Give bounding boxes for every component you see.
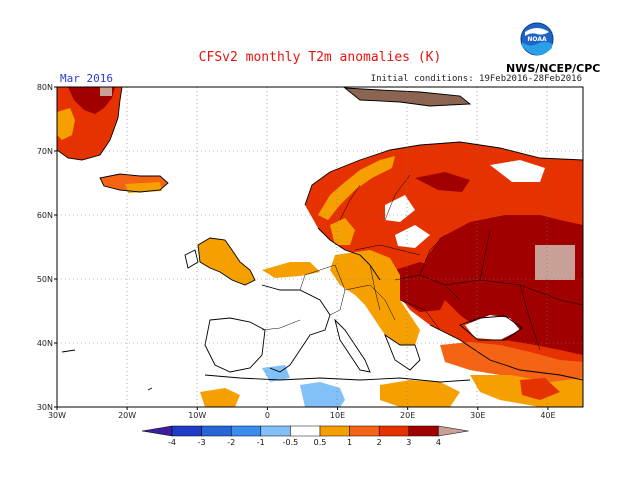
- colorbar-label: -3: [198, 438, 206, 447]
- lon-tick-label: 10E: [330, 411, 345, 420]
- colorbar-segment: [349, 425, 380, 437]
- colorbar-label: -1: [257, 438, 265, 447]
- anomaly-france-edge: [262, 262, 320, 278]
- colorbar-segment: [290, 425, 321, 437]
- anomaly-east-peak: [535, 245, 575, 280]
- lat-tick-label: 80N: [37, 83, 53, 92]
- anomaly-mideast-strong: [520, 378, 560, 400]
- anomaly-uk: [198, 238, 255, 285]
- latitude-ticks: 80N 70N 60N 50N 40N 30N: [37, 83, 57, 412]
- forecast-month: Mar 2016: [60, 72, 113, 85]
- colorbar-segment: [141, 425, 173, 437]
- anomaly-fields: [57, 87, 583, 407]
- lat-tick-label: 60N: [37, 211, 53, 220]
- anomaly-cool-sahara: [300, 382, 345, 407]
- lon-tick-label: 0: [265, 411, 270, 420]
- colorbar-segment: [201, 425, 232, 437]
- colorbar-label: 0.5: [314, 438, 327, 447]
- coastlines: [57, 87, 583, 391]
- colorbar-label: 4: [436, 438, 441, 447]
- anomaly-cool-algeria: [262, 365, 290, 382]
- anomaly-iceland-edge: [125, 182, 162, 193]
- lon-tick-label: 10W: [188, 411, 206, 420]
- lat-tick-label: 30N: [37, 403, 53, 412]
- colorbar-label: -0.5: [283, 438, 299, 447]
- anomaly-scandi-south: [330, 218, 355, 245]
- colorbar-segment: [171, 425, 202, 437]
- lat-tick-label: 50N: [37, 275, 53, 284]
- colorbar-segment: [408, 425, 439, 437]
- colorbar-label: 1: [347, 438, 352, 447]
- anomaly-central-strong: [392, 262, 450, 312]
- colorbar-segment: [230, 425, 262, 437]
- anomaly-black-sea-gap: [465, 315, 520, 340]
- chart-title: CFSv2 monthly T2m anomalies (K): [198, 50, 442, 65]
- lat-tick-label: 40N: [37, 339, 53, 348]
- colorbar-segment: [438, 425, 469, 437]
- initial-conditions: Initial conditions: 19Feb2016-28Feb2016: [370, 74, 582, 84]
- anomaly-turkey: [440, 342, 583, 385]
- anomaly-greenland-peak: [100, 87, 112, 96]
- colorbar-segment: [378, 425, 410, 437]
- anomaly-north-strong: [415, 172, 470, 192]
- anomaly-arctic-gap: [490, 160, 545, 182]
- colorbar-label: 2: [377, 438, 382, 447]
- colorbar-segment: [260, 425, 291, 437]
- country-borders: [261, 174, 583, 351]
- colorbar-label: -4: [168, 438, 176, 447]
- lon-tick-label: 40E: [540, 411, 555, 420]
- lon-tick-label: 30E: [470, 411, 485, 420]
- colorbar-segment: [319, 425, 350, 437]
- noaa-logo-icon: NOAA: [520, 22, 554, 56]
- lon-tick-label: 30W: [48, 411, 66, 420]
- anomaly-greenland-mild: [57, 108, 75, 140]
- lat-tick-label: 70N: [37, 147, 53, 156]
- lon-tick-label: 20W: [118, 411, 136, 420]
- colorbar-label: -2: [227, 438, 235, 447]
- longitude-ticks: 30W 20W 10W 0 10E 20E 30E 40E: [48, 407, 556, 420]
- anomaly-central-europe: [330, 250, 420, 345]
- graticule: [57, 87, 583, 407]
- anomaly-baltic-gap: [395, 225, 430, 248]
- logo-text: NOAA: [527, 36, 547, 43]
- map-frame: [56, 86, 584, 408]
- anomaly-nafrica-east: [380, 380, 460, 407]
- agency-label: NWS/NCEP/CPC: [506, 62, 601, 75]
- colorbar-label: 3: [406, 438, 411, 447]
- anomaly-nafrica-west: [200, 388, 240, 407]
- lon-tick-label: 20E: [400, 411, 415, 420]
- colorbar: -4 -3 -2 -1 -0.5 0.5 1 2 3 4: [141, 425, 469, 447]
